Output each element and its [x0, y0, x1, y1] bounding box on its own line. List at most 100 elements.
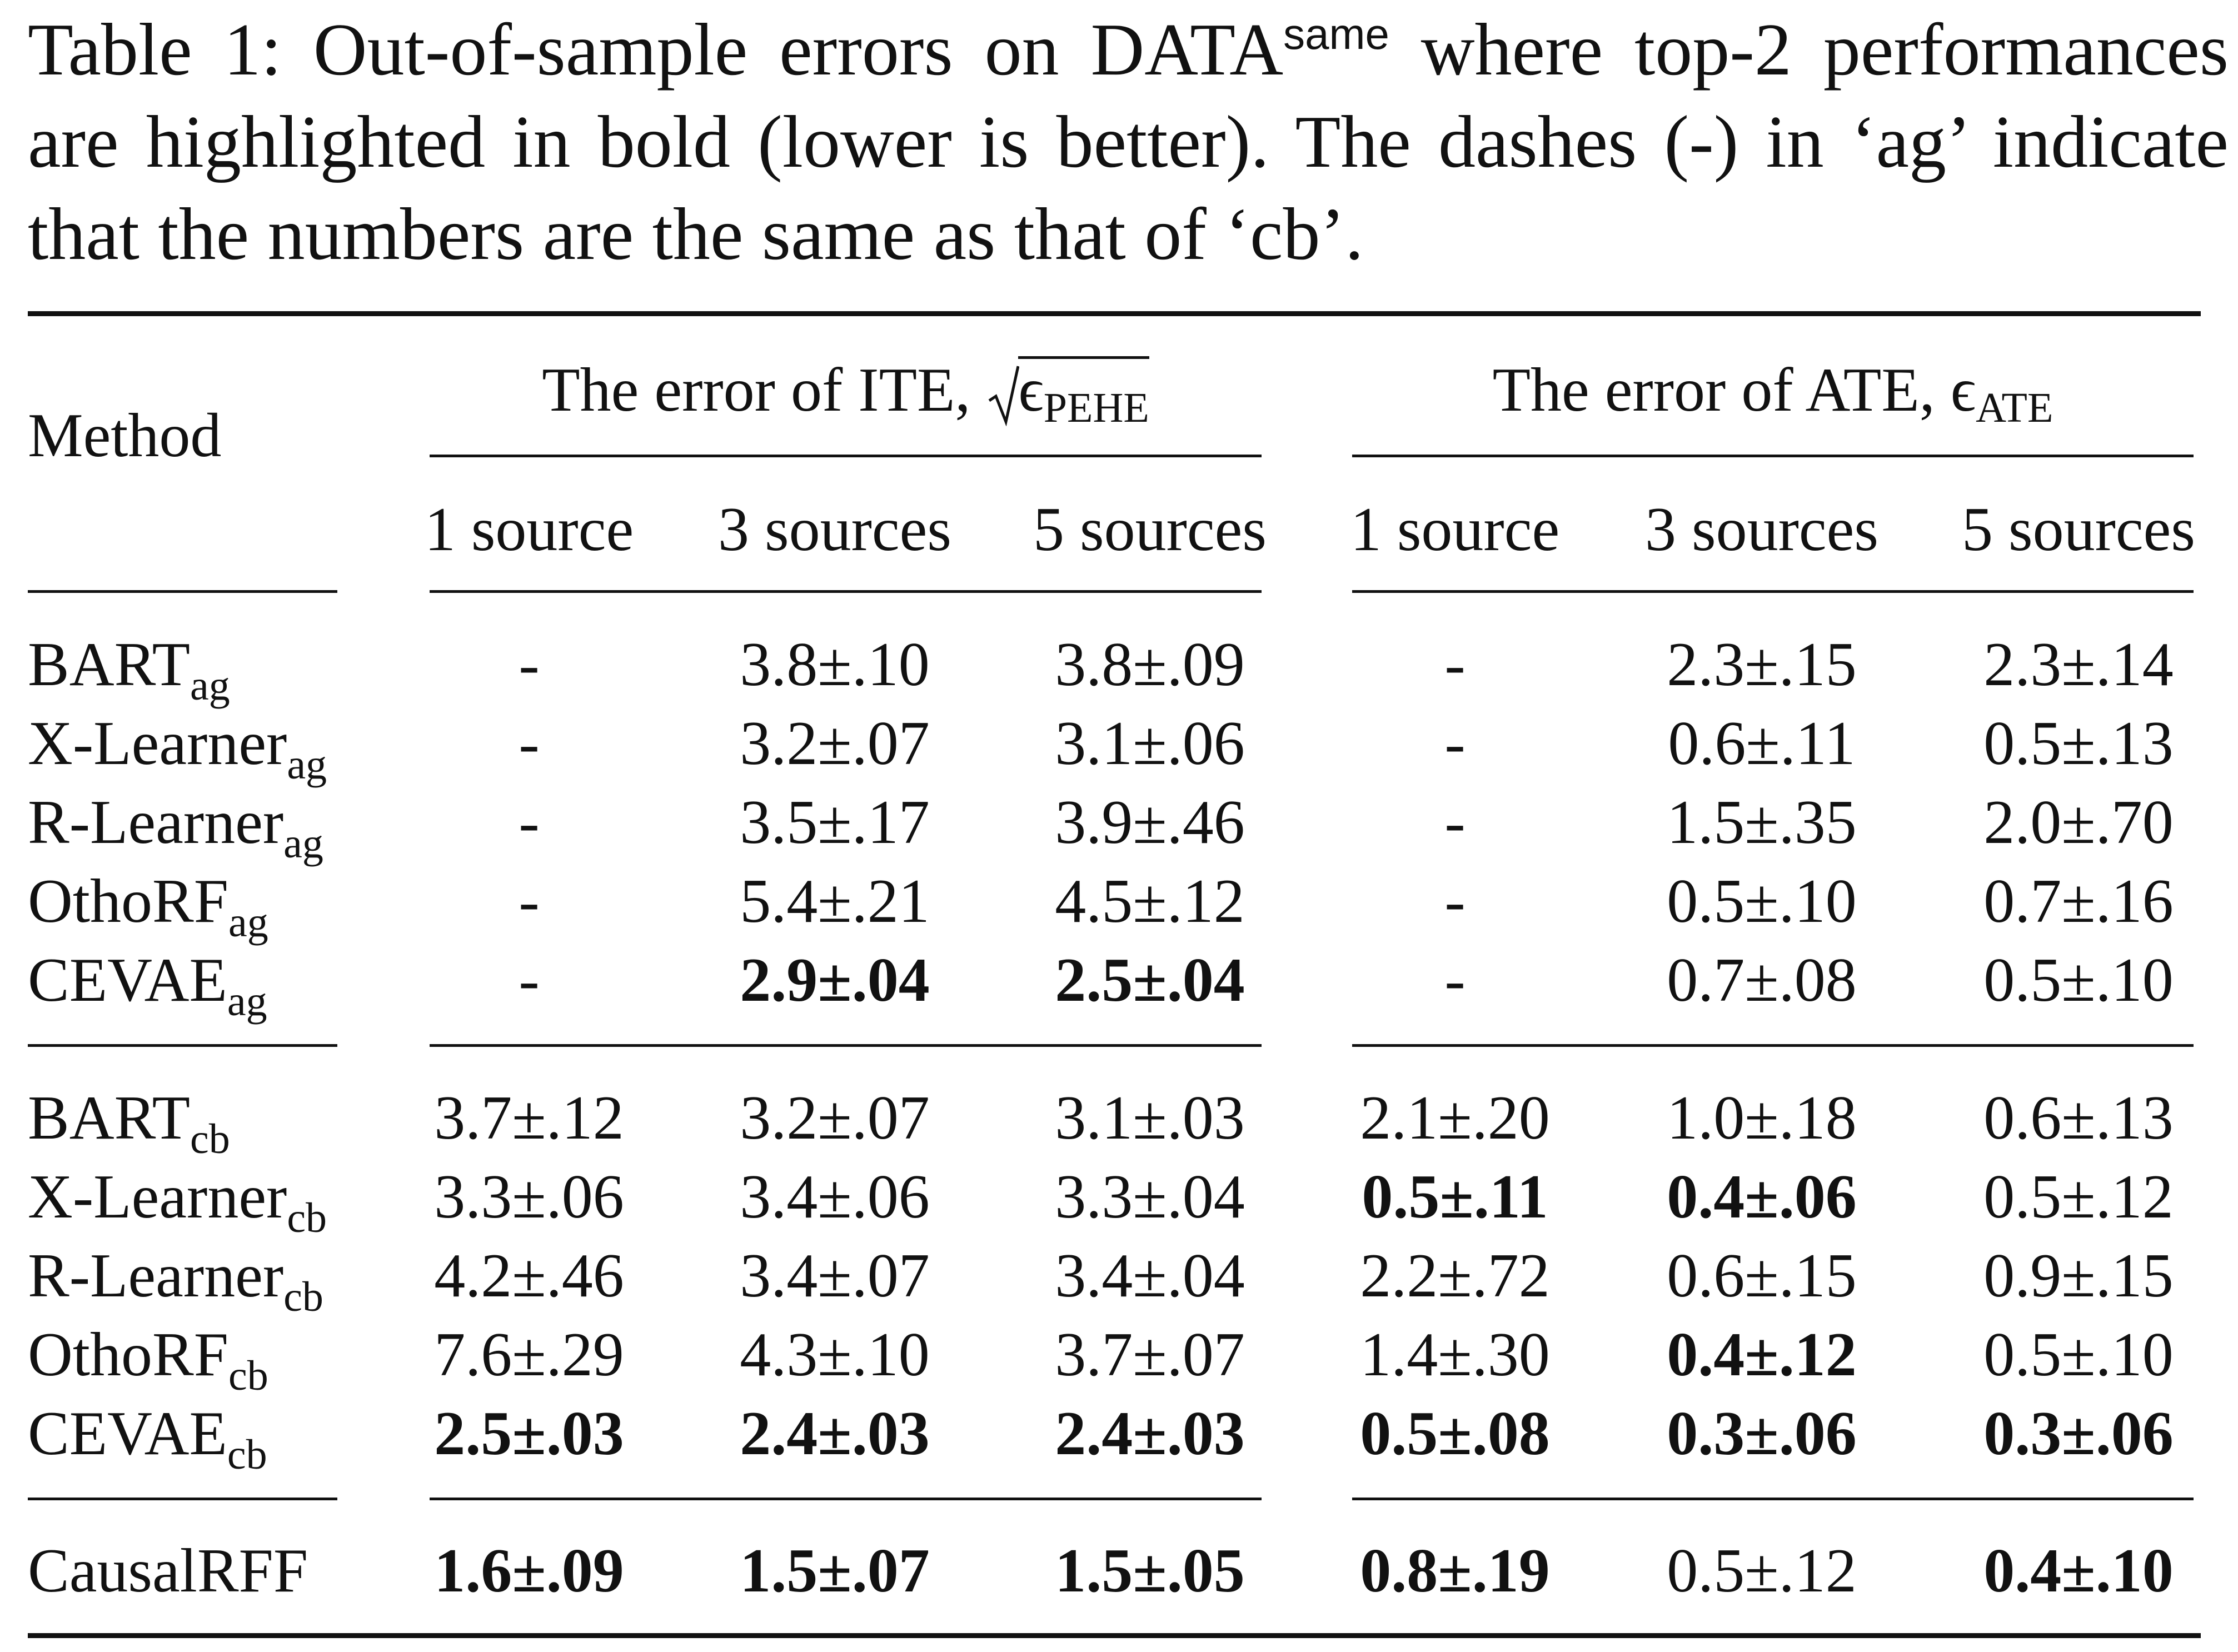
table-cell: 1.6±.09 — [434, 1536, 624, 1605]
table-cell: 1.5±.35 — [1667, 788, 1857, 857]
table-cell: 2.4±.03 — [740, 1399, 930, 1468]
table-cell: 3.8±.10 — [740, 630, 930, 699]
method-subscript: cb — [287, 1195, 327, 1241]
table-cell: 2.3±.15 — [1667, 630, 1857, 699]
table-cell: 1.4±.30 — [1360, 1320, 1550, 1389]
column-header: 1 source — [424, 495, 634, 564]
cb-ite-rule — [430, 1498, 1262, 1500]
method-subscript: ag — [227, 978, 267, 1025]
method-base: CEVAE — [28, 946, 227, 1015]
table-cell: 4.2±.46 — [434, 1241, 624, 1310]
ate-group-label: The error of ATE, — [1492, 356, 1935, 425]
method-subscript: ag — [190, 662, 230, 709]
table-cell: 0.7±.16 — [1983, 867, 2174, 936]
method-subscript: cb — [227, 1431, 267, 1478]
table-cell: 2.2±.72 — [1360, 1241, 1550, 1310]
method-subscript: ag — [283, 820, 323, 867]
header-ite-rule — [430, 590, 1262, 593]
table-cell: 2.3±.14 — [1983, 630, 2174, 699]
table-caption: Table 1: Out-of-sample errors on DATAsam… — [28, 3, 2229, 280]
method-subscript: ag — [287, 741, 327, 788]
table-cell: 0.6±.15 — [1667, 1241, 1857, 1310]
table-cell: 0.9±.15 — [1983, 1241, 2174, 1310]
method-header: Method — [28, 401, 222, 470]
ate-subscript: ATE — [1976, 385, 2053, 431]
method-name: X-Learnercb — [28, 1161, 327, 1239]
caption-rest: where top-2 performances are highlighted… — [28, 8, 2229, 275]
table-cell: 0.4±.06 — [1667, 1162, 1857, 1231]
table-cell: 4.5±.12 — [1055, 867, 1245, 936]
table-cell: 0.6±.11 — [1668, 709, 1856, 778]
top-rule — [28, 311, 2201, 316]
table-cell: 0.6±.13 — [1983, 1084, 2174, 1152]
ag-method-rule — [28, 1044, 337, 1047]
method-subscript: cb — [190, 1116, 230, 1162]
cb-ate-rule — [1352, 1498, 2194, 1500]
table-cell: - — [519, 788, 540, 857]
method-name: OthoRFcb — [28, 1319, 268, 1397]
table-cell: - — [1444, 946, 1466, 1015]
table-cell: 0.4±.12 — [1667, 1320, 1857, 1389]
table-cell: - — [1444, 630, 1466, 699]
header-method-rule — [28, 590, 337, 593]
table-cell: 3.1±.03 — [1055, 1084, 1245, 1152]
caption-prefix: Table 1: Out-of-sample errors on DATA — [28, 8, 1284, 91]
ite-group-rule — [430, 455, 1262, 457]
table-cell: 3.3±.06 — [434, 1162, 624, 1231]
ite-group-label: The error of ITE, — [542, 356, 971, 425]
table-cell: 0.3±.06 — [1667, 1399, 1857, 1468]
table-cell: 0.5±.08 — [1360, 1399, 1550, 1468]
table-cell: 3.4±.04 — [1055, 1241, 1245, 1310]
method-base: OthoRF — [28, 1320, 228, 1389]
table-cell: 0.4±.10 — [1983, 1536, 2174, 1605]
table-cell: 3.7±.07 — [1055, 1320, 1245, 1389]
table-cell: 0.7±.08 — [1667, 946, 1857, 1015]
table-cell: 3.8±.09 — [1055, 630, 1245, 699]
table-cell: 0.5±.10 — [1983, 946, 2174, 1015]
table-cell: 0.5±.13 — [1983, 709, 2174, 778]
table-cell: 4.3±.10 — [740, 1320, 930, 1389]
method-base: CausalRFF — [28, 1536, 308, 1605]
table-cell: 1.5±.05 — [1055, 1536, 1245, 1605]
method-base: BART — [28, 630, 190, 699]
header-ate-rule — [1352, 590, 2194, 593]
sqrt-symbol: ϵPEHE — [986, 354, 1149, 429]
method-base: OthoRF — [28, 867, 228, 936]
ate-group-rule — [1352, 455, 2194, 457]
method-name: CausalRFF — [28, 1535, 308, 1607]
table-cell: 3.4±.06 — [740, 1162, 930, 1231]
table-cell: 0.8±.19 — [1360, 1536, 1550, 1605]
method-subscript: cb — [283, 1274, 323, 1320]
caption-superscript: same — [1283, 9, 1389, 58]
column-header: 5 sources — [1033, 495, 1267, 564]
column-header: 3 sources — [1645, 495, 1878, 564]
method-name: R-Learnercb — [28, 1240, 323, 1318]
ag-ate-rule — [1352, 1044, 2194, 1047]
table-cell: - — [1444, 788, 1466, 857]
method-base: BART — [28, 1084, 190, 1152]
table-cell: 0.5±.10 — [1667, 867, 1857, 936]
column-header: 1 source — [1350, 495, 1560, 564]
table-cell: 3.1±.06 — [1055, 709, 1245, 778]
table-cell: 0.5±.10 — [1983, 1320, 2174, 1389]
table-cell: 0.3±.06 — [1983, 1399, 2174, 1468]
ite-group-header: The error of ITE, ϵPEHE — [430, 354, 1262, 429]
table-cell: 3.2±.07 — [740, 709, 930, 778]
method-name: CEVAEag — [28, 944, 267, 1022]
table-cell: - — [1444, 709, 1466, 778]
table-cell: - — [519, 709, 540, 778]
method-name: CEVAEcb — [28, 1398, 267, 1476]
ite-subscript: PEHE — [1043, 385, 1149, 431]
column-header: 3 sources — [718, 495, 951, 564]
method-name: X-Learnerag — [28, 707, 327, 786]
table-cell: 2.0±.70 — [1983, 788, 2174, 857]
table-cell: 5.4±.21 — [740, 867, 930, 936]
column-header: 5 sources — [1962, 495, 2195, 564]
method-name: BARTag — [28, 628, 230, 707]
bottom-rule — [28, 1633, 2201, 1638]
ate-group-header: The error of ATE, ϵATE — [1352, 354, 2194, 429]
table-cell: 7.6±.29 — [434, 1320, 624, 1389]
table-cell: 3.4±.07 — [740, 1241, 930, 1310]
table-cell: - — [1444, 867, 1466, 936]
method-base: X-Learner — [28, 709, 287, 778]
